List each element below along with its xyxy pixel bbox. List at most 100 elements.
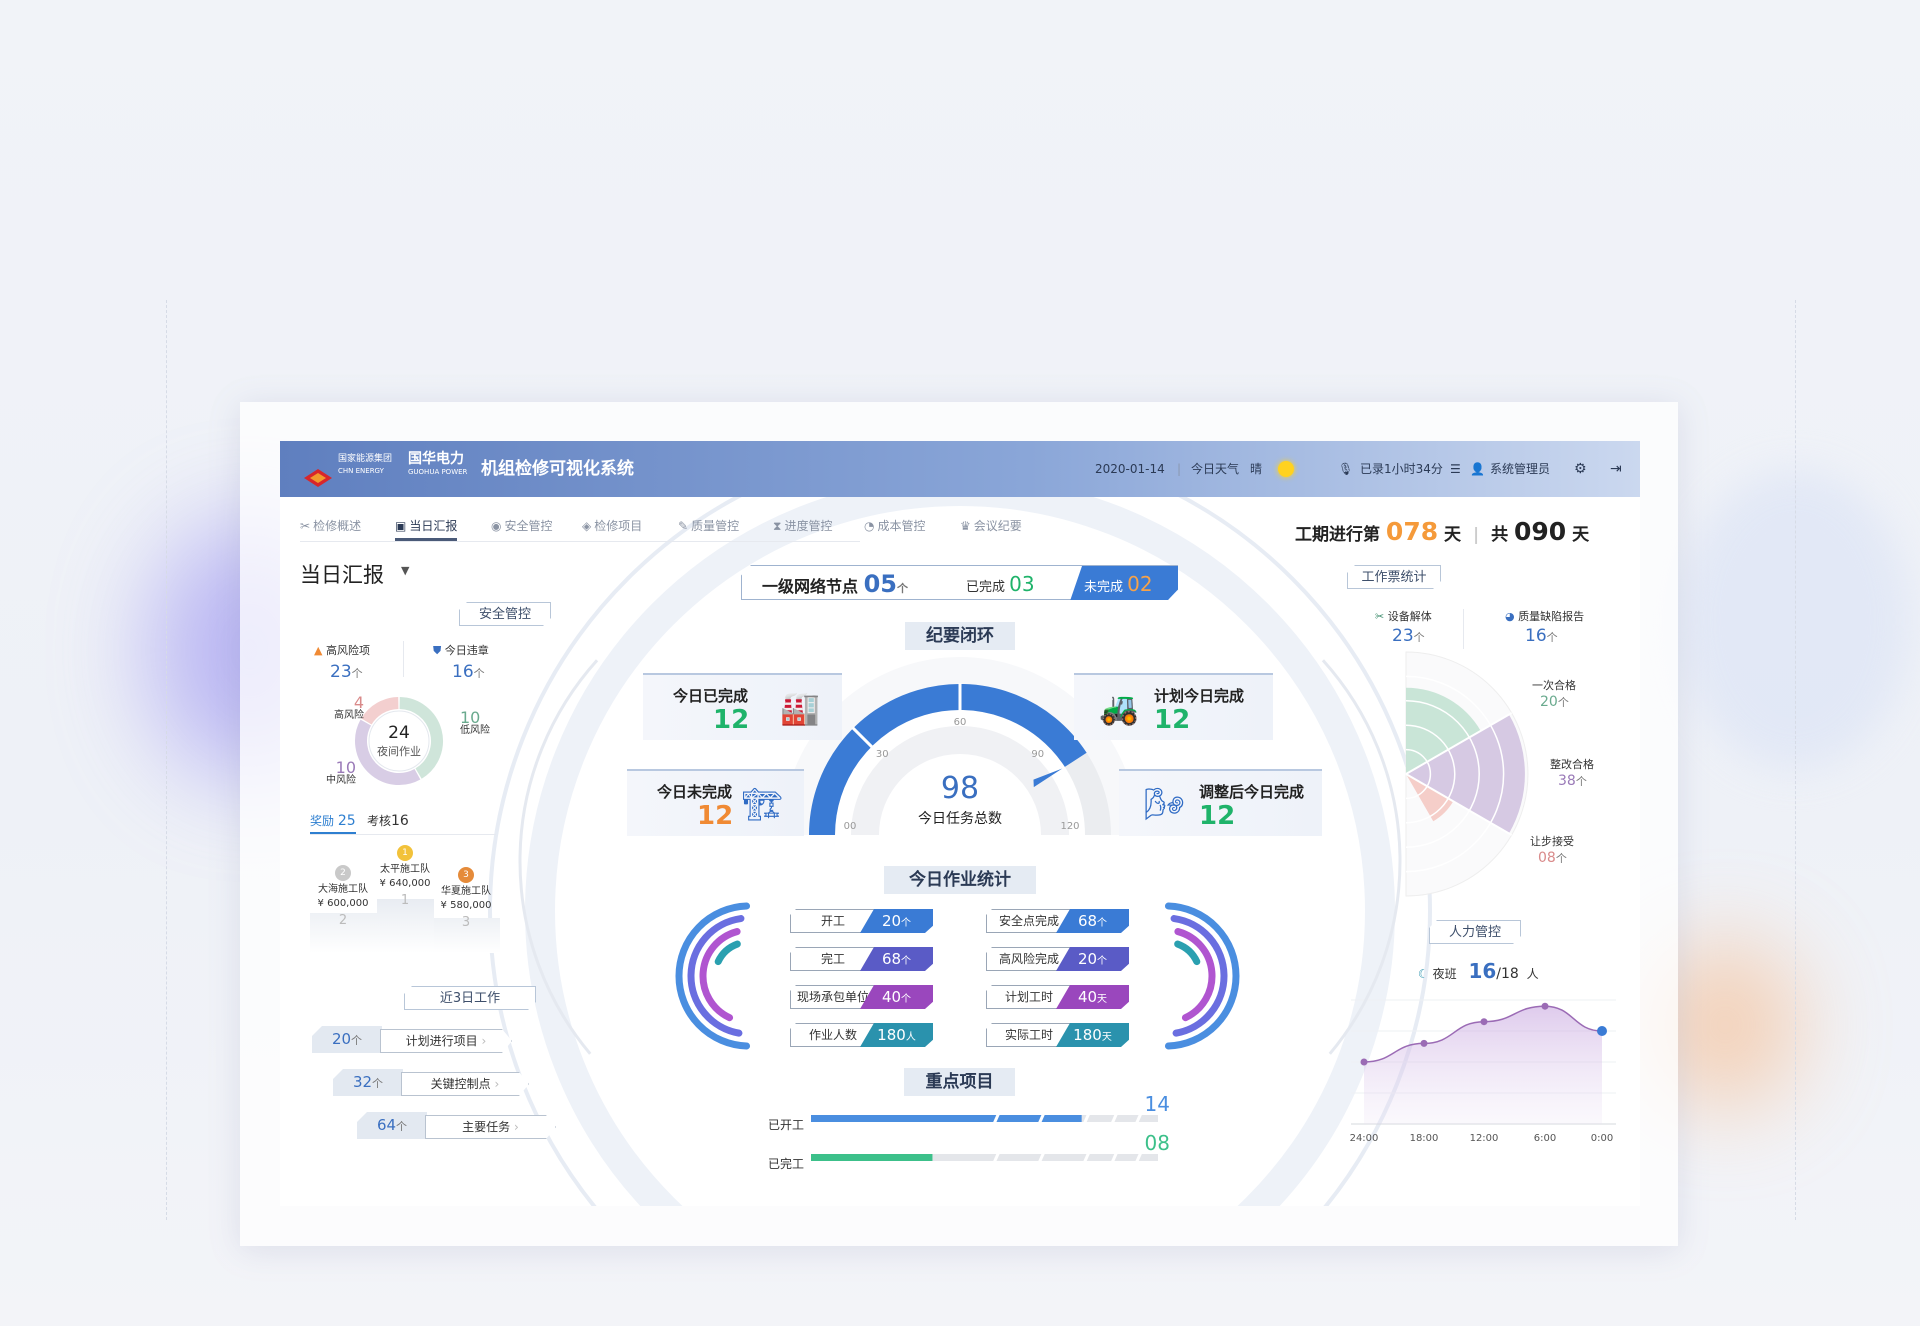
tab-label: 检修项目 bbox=[594, 519, 643, 533]
list-icon[interactable]: ☰ bbox=[1450, 462, 1461, 476]
weather-label: 今日天气 bbox=[1191, 462, 1240, 476]
gauge-needle bbox=[1033, 768, 1063, 788]
defects-count: 16个 bbox=[1525, 626, 1558, 646]
podium-entry: 1 太平施工队 ¥ 640,000 1 bbox=[365, 845, 445, 908]
minutes-card: 调整后今日完成 12 🌬 bbox=[1119, 769, 1322, 836]
recent-work-row[interactable]: 32个 关键控制点 › bbox=[333, 1069, 531, 1096]
line-point bbox=[1541, 1002, 1549, 1010]
tab-8[interactable]: ♛ 会议纪要 bbox=[960, 517, 1022, 534]
factory-icon: 🏭 bbox=[780, 689, 820, 727]
decor-ring bbox=[488, 441, 1432, 1206]
decor-arc bbox=[1174, 928, 1216, 1022]
period-total: 090 bbox=[1514, 517, 1567, 546]
project-label: 已开工 bbox=[768, 1118, 805, 1132]
nodes-total: 一级网络节点 05个 bbox=[762, 570, 908, 598]
podium-rank: 2 bbox=[338, 913, 348, 928]
polar-sector-整改合格 bbox=[1406, 714, 1525, 834]
disassembly-label: ✂ 设备解体 bbox=[1375, 610, 1432, 623]
stat-label: 高风险完成 bbox=[986, 947, 1072, 971]
gauge-tick-label: 60 bbox=[953, 717, 967, 728]
org-name: 国家能源集团 CHN ENERGY bbox=[338, 454, 393, 475]
period-prefix: 工期进行第 bbox=[1295, 525, 1380, 545]
guide-line bbox=[166, 300, 167, 1220]
gauge-fill bbox=[809, 684, 1087, 836]
decor-arc bbox=[687, 915, 745, 1037]
line-point bbox=[1480, 1018, 1488, 1026]
recent-count: 20个 bbox=[312, 1026, 382, 1053]
high-risk-count: 23个 bbox=[330, 662, 363, 682]
stat-pill: 高风险完成 20个 bbox=[986, 947, 1129, 971]
stat-pill: 开工 20个 bbox=[790, 909, 933, 933]
decor-arc bbox=[675, 902, 751, 1050]
divider bbox=[1463, 609, 1464, 649]
gauge-tick-label: 90 bbox=[1031, 749, 1045, 761]
tab-1[interactable]: ✂ 检修概述 bbox=[300, 517, 361, 534]
tab-label: 质量管控 bbox=[691, 519, 740, 533]
stat-label: 计划工时 bbox=[986, 985, 1072, 1009]
tab-icon: ◉ bbox=[491, 519, 502, 533]
nodes-undone: 未完成 02 bbox=[1084, 572, 1153, 596]
tab-icon: ◈ bbox=[582, 519, 592, 533]
project-bar-gap bbox=[1135, 1152, 1143, 1163]
gauge-tick-label: 00 bbox=[843, 821, 857, 832]
medal-icon: 1 bbox=[397, 845, 413, 861]
title-dropdown-icon[interactable]: ▼ bbox=[401, 564, 410, 577]
stat-value: 40个 bbox=[860, 985, 933, 1009]
period-total-unit: 天 bbox=[1572, 525, 1590, 545]
tab-icon: ✎ bbox=[678, 519, 689, 533]
polar-ring bbox=[1405, 700, 1480, 848]
tab-label: 会议纪要 bbox=[973, 519, 1022, 533]
x-tick-label: 18:00 bbox=[1409, 1133, 1439, 1144]
line-point bbox=[1420, 1039, 1428, 1047]
tab-4[interactable]: ◈ 检修项目 bbox=[582, 517, 642, 534]
project-bar-fill bbox=[811, 1154, 933, 1161]
tab-label: 成本管控 bbox=[877, 519, 926, 533]
decor-arc bbox=[1174, 940, 1201, 966]
period-current: 078 bbox=[1385, 517, 1439, 546]
recent-work-row[interactable]: 64个 主要任务 › bbox=[357, 1112, 558, 1139]
tab-5[interactable]: ✎ 质量管控 bbox=[678, 517, 739, 534]
tab-assessments[interactable]: 考核16 bbox=[367, 813, 409, 829]
user-icon: 👤 bbox=[1470, 462, 1485, 476]
username[interactable]: 系统管理员 bbox=[1490, 462, 1551, 476]
disassembly-count: 23个 bbox=[1392, 626, 1425, 646]
period-unit: 天 bbox=[1444, 525, 1462, 545]
donut-center-value: 24 bbox=[388, 723, 410, 743]
stat-value: 68个 bbox=[1056, 909, 1129, 933]
divider: | bbox=[1177, 462, 1182, 476]
recent-work-row[interactable]: 20个 计划进行项目 › bbox=[312, 1026, 514, 1053]
x-tick-label: 12:00 bbox=[1469, 1133, 1499, 1144]
decor-arc bbox=[1164, 902, 1240, 1050]
defects-label: ◕ 质量缺陷报告 bbox=[1505, 610, 1585, 623]
section-tag-safety: 安全管控 bbox=[459, 602, 551, 626]
donut-inner-ring bbox=[368, 710, 430, 772]
tab-label: 当日汇报 bbox=[409, 519, 458, 533]
donut-center-label: 夜间作业 bbox=[377, 745, 421, 758]
tab-6[interactable]: ⧗ 进度管控 bbox=[773, 517, 832, 534]
tab-3[interactable]: ◉ 安全管控 bbox=[491, 517, 553, 534]
microphone-icon[interactable]: 🎙 bbox=[1338, 462, 1354, 476]
project-bar-gap bbox=[1038, 1152, 1045, 1163]
tab-7[interactable]: ◔ 成本管控 bbox=[864, 517, 926, 534]
crane-icon: 🏗 bbox=[742, 785, 783, 823]
tab-rewards[interactable]: 奖励 25 bbox=[310, 812, 356, 834]
project-value: 08 bbox=[1144, 1131, 1170, 1155]
x-tick-label: 6:00 bbox=[1533, 1133, 1557, 1144]
gear-icon[interactable]: ⚙ bbox=[1574, 461, 1587, 477]
project-bar-gap bbox=[1135, 1113, 1143, 1124]
excavator-icon: 🚜 bbox=[1099, 689, 1139, 727]
polar-divider bbox=[1405, 712, 1513, 775]
project-label: 已完工 bbox=[768, 1157, 805, 1171]
stat-label: 作业人数 bbox=[790, 1023, 876, 1047]
recording-time: 已录1小时34分 bbox=[1360, 462, 1443, 476]
gauge-label: 今日任务总数 bbox=[918, 811, 1002, 827]
pie-report-icon: ◕ bbox=[1505, 610, 1515, 623]
logout-icon[interactable]: ⇥ bbox=[1610, 461, 1622, 477]
donut-segment-高风险 bbox=[361, 697, 399, 725]
medal-icon: 3 bbox=[458, 867, 474, 883]
tab-icon: ▣ bbox=[395, 519, 407, 533]
app-title: 机组检修可视化系统 bbox=[481, 459, 634, 479]
recent-count: 32个 bbox=[333, 1069, 403, 1096]
minutes-card: 今日已完成 12 🏭 bbox=[643, 673, 842, 740]
tab-2[interactable]: ▣ 当日汇报 bbox=[395, 517, 458, 541]
